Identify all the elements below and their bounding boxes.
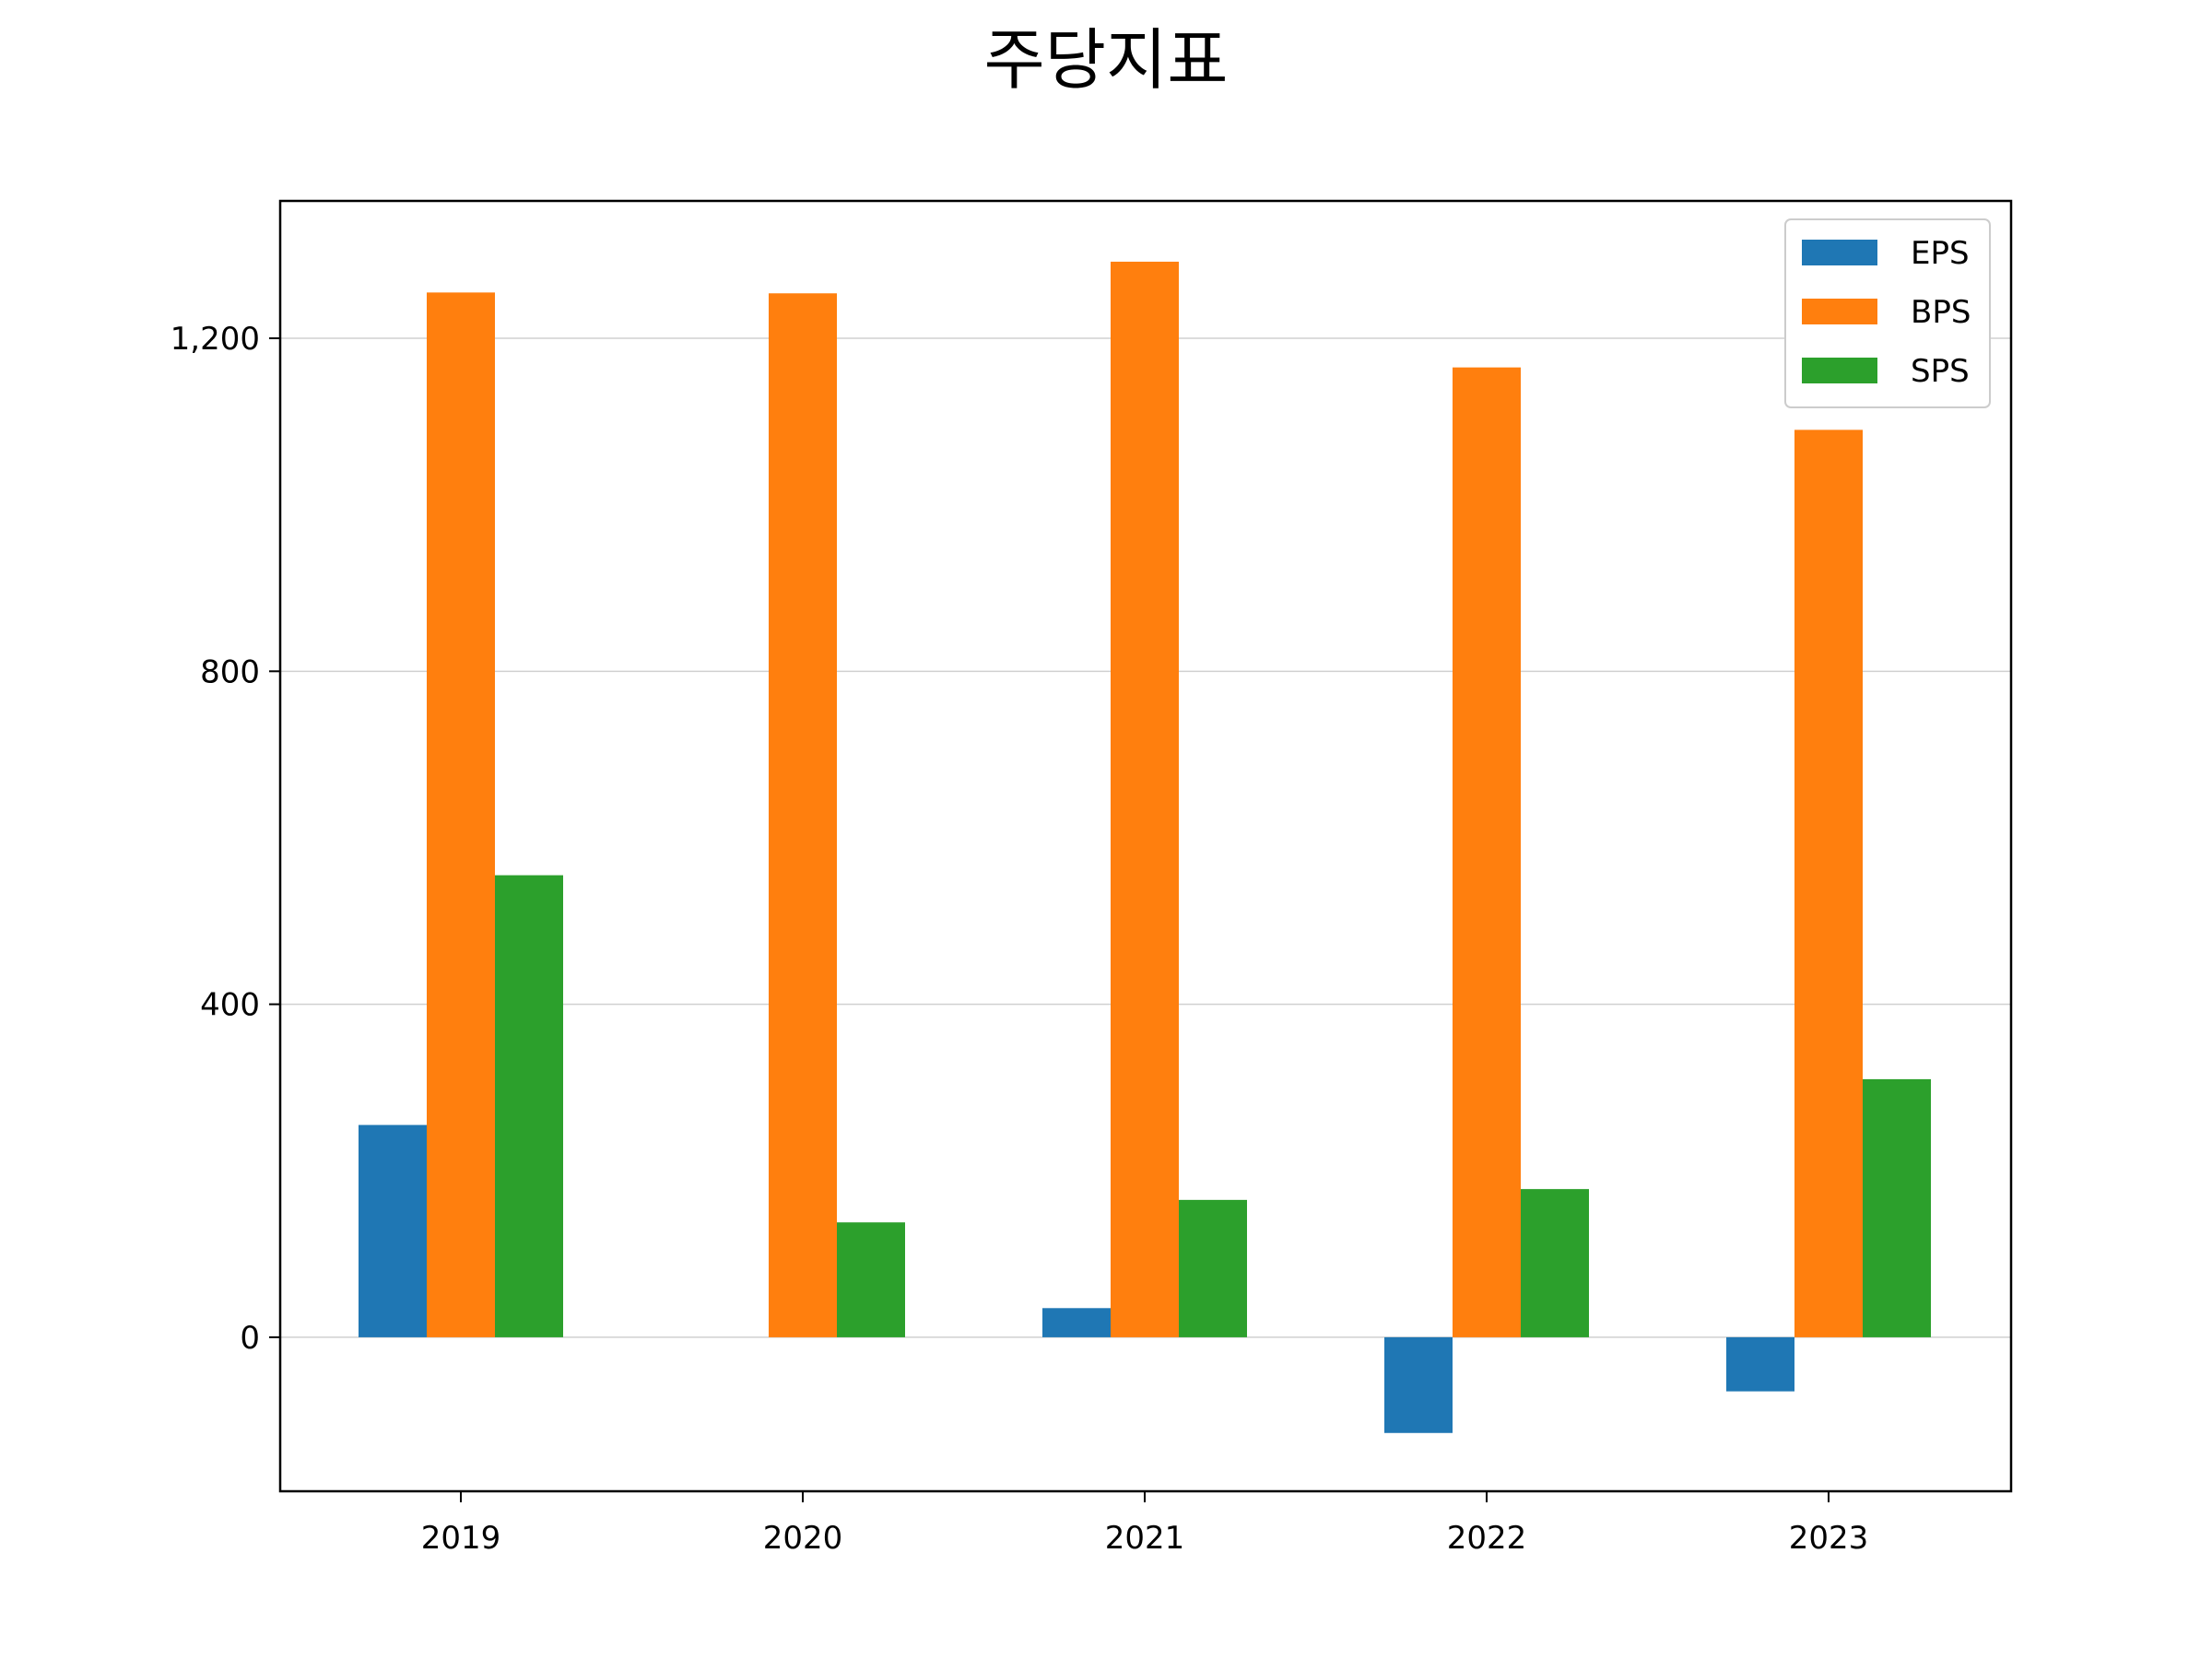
- bar-eps-2021: [1042, 1308, 1111, 1337]
- legend-label-bps: BPS: [1911, 294, 1971, 331]
- y-tick-label: 800: [200, 653, 260, 690]
- legend-swatch-sps: [1802, 358, 1877, 383]
- bar-sps-2023: [1863, 1078, 1931, 1337]
- x-tick-label: 2020: [763, 1520, 843, 1557]
- y-tick-label: 1,200: [171, 321, 260, 358]
- y-tick-label: 400: [200, 987, 260, 1024]
- bar-bps-2021: [1111, 261, 1179, 1337]
- bar-eps-2019: [359, 1124, 427, 1337]
- bar-sps-2019: [495, 875, 563, 1337]
- bar-sps-2020: [837, 1222, 905, 1337]
- bar-eps-2022: [1384, 1336, 1453, 1433]
- y-tick-label: 0: [240, 1320, 260, 1357]
- x-tick-label: 2019: [421, 1520, 501, 1557]
- x-tick-label: 2021: [1105, 1520, 1185, 1557]
- legend: EPS BPS SPS: [1784, 218, 1991, 408]
- x-axis: 2019 2020 2021 2022 2023: [421, 1491, 1869, 1557]
- bar-sps-2022: [1521, 1189, 1589, 1337]
- legend-swatch-bps: [1802, 299, 1877, 324]
- legend-swatch-eps: [1802, 240, 1877, 265]
- legend-label-eps: EPS: [1911, 235, 1970, 272]
- bar-bps-2019: [427, 292, 495, 1337]
- bar-bps-2022: [1453, 367, 1521, 1337]
- x-tick-label: 2022: [1447, 1520, 1527, 1557]
- bar-bps-2020: [769, 293, 837, 1337]
- bars: [359, 261, 1931, 1433]
- bar-sps-2021: [1179, 1199, 1247, 1337]
- y-axis: 0 400 800 1,200: [171, 321, 280, 1357]
- bar-eps-2023: [1726, 1336, 1794, 1392]
- chart-title: 주당지표: [984, 21, 1229, 99]
- bar-bps-2023: [1794, 429, 1863, 1337]
- x-tick-label: 2023: [1789, 1520, 1869, 1557]
- legend-label-sps: SPS: [1911, 353, 1970, 390]
